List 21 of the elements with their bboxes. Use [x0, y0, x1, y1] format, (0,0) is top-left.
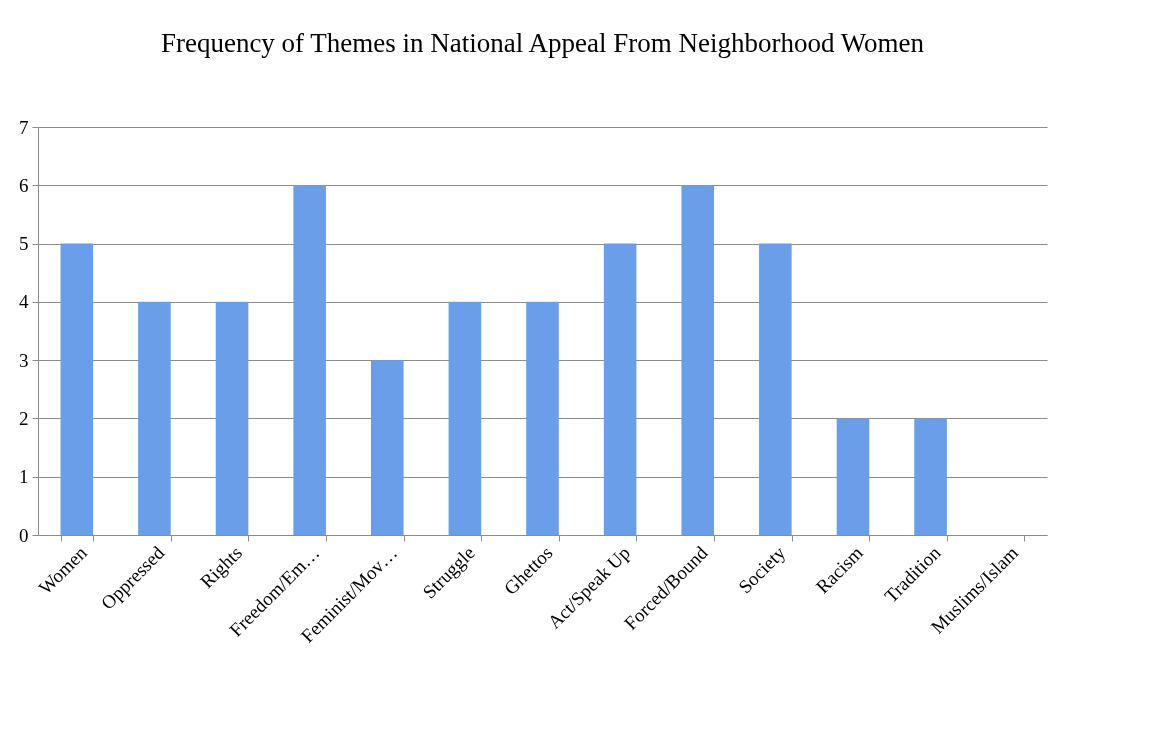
- bar: [914, 418, 947, 535]
- y-tick-label: 6: [19, 174, 29, 196]
- bar: [370, 360, 404, 535]
- y-tick-label: 3: [19, 349, 29, 371]
- bar: [759, 243, 792, 535]
- bar: [681, 185, 715, 535]
- bar: [448, 301, 482, 535]
- y-tick-label: 1: [19, 466, 29, 488]
- bar: [215, 301, 249, 535]
- y-tick-label: 0: [19, 524, 29, 546]
- bar: [60, 243, 94, 535]
- bar: [836, 418, 870, 535]
- y-tick-label: 2: [19, 407, 29, 429]
- y-tick-label: 4: [19, 291, 29, 313]
- bar: [603, 243, 637, 535]
- bar: [293, 185, 326, 535]
- bar: [138, 301, 171, 535]
- chart-title: Frequency of Themes in National Appeal From Neighborhood Women: [160, 28, 925, 58]
- bar: [526, 301, 559, 535]
- y-tick-label: 5: [19, 233, 29, 255]
- y-tick-label: 7: [19, 116, 29, 138]
